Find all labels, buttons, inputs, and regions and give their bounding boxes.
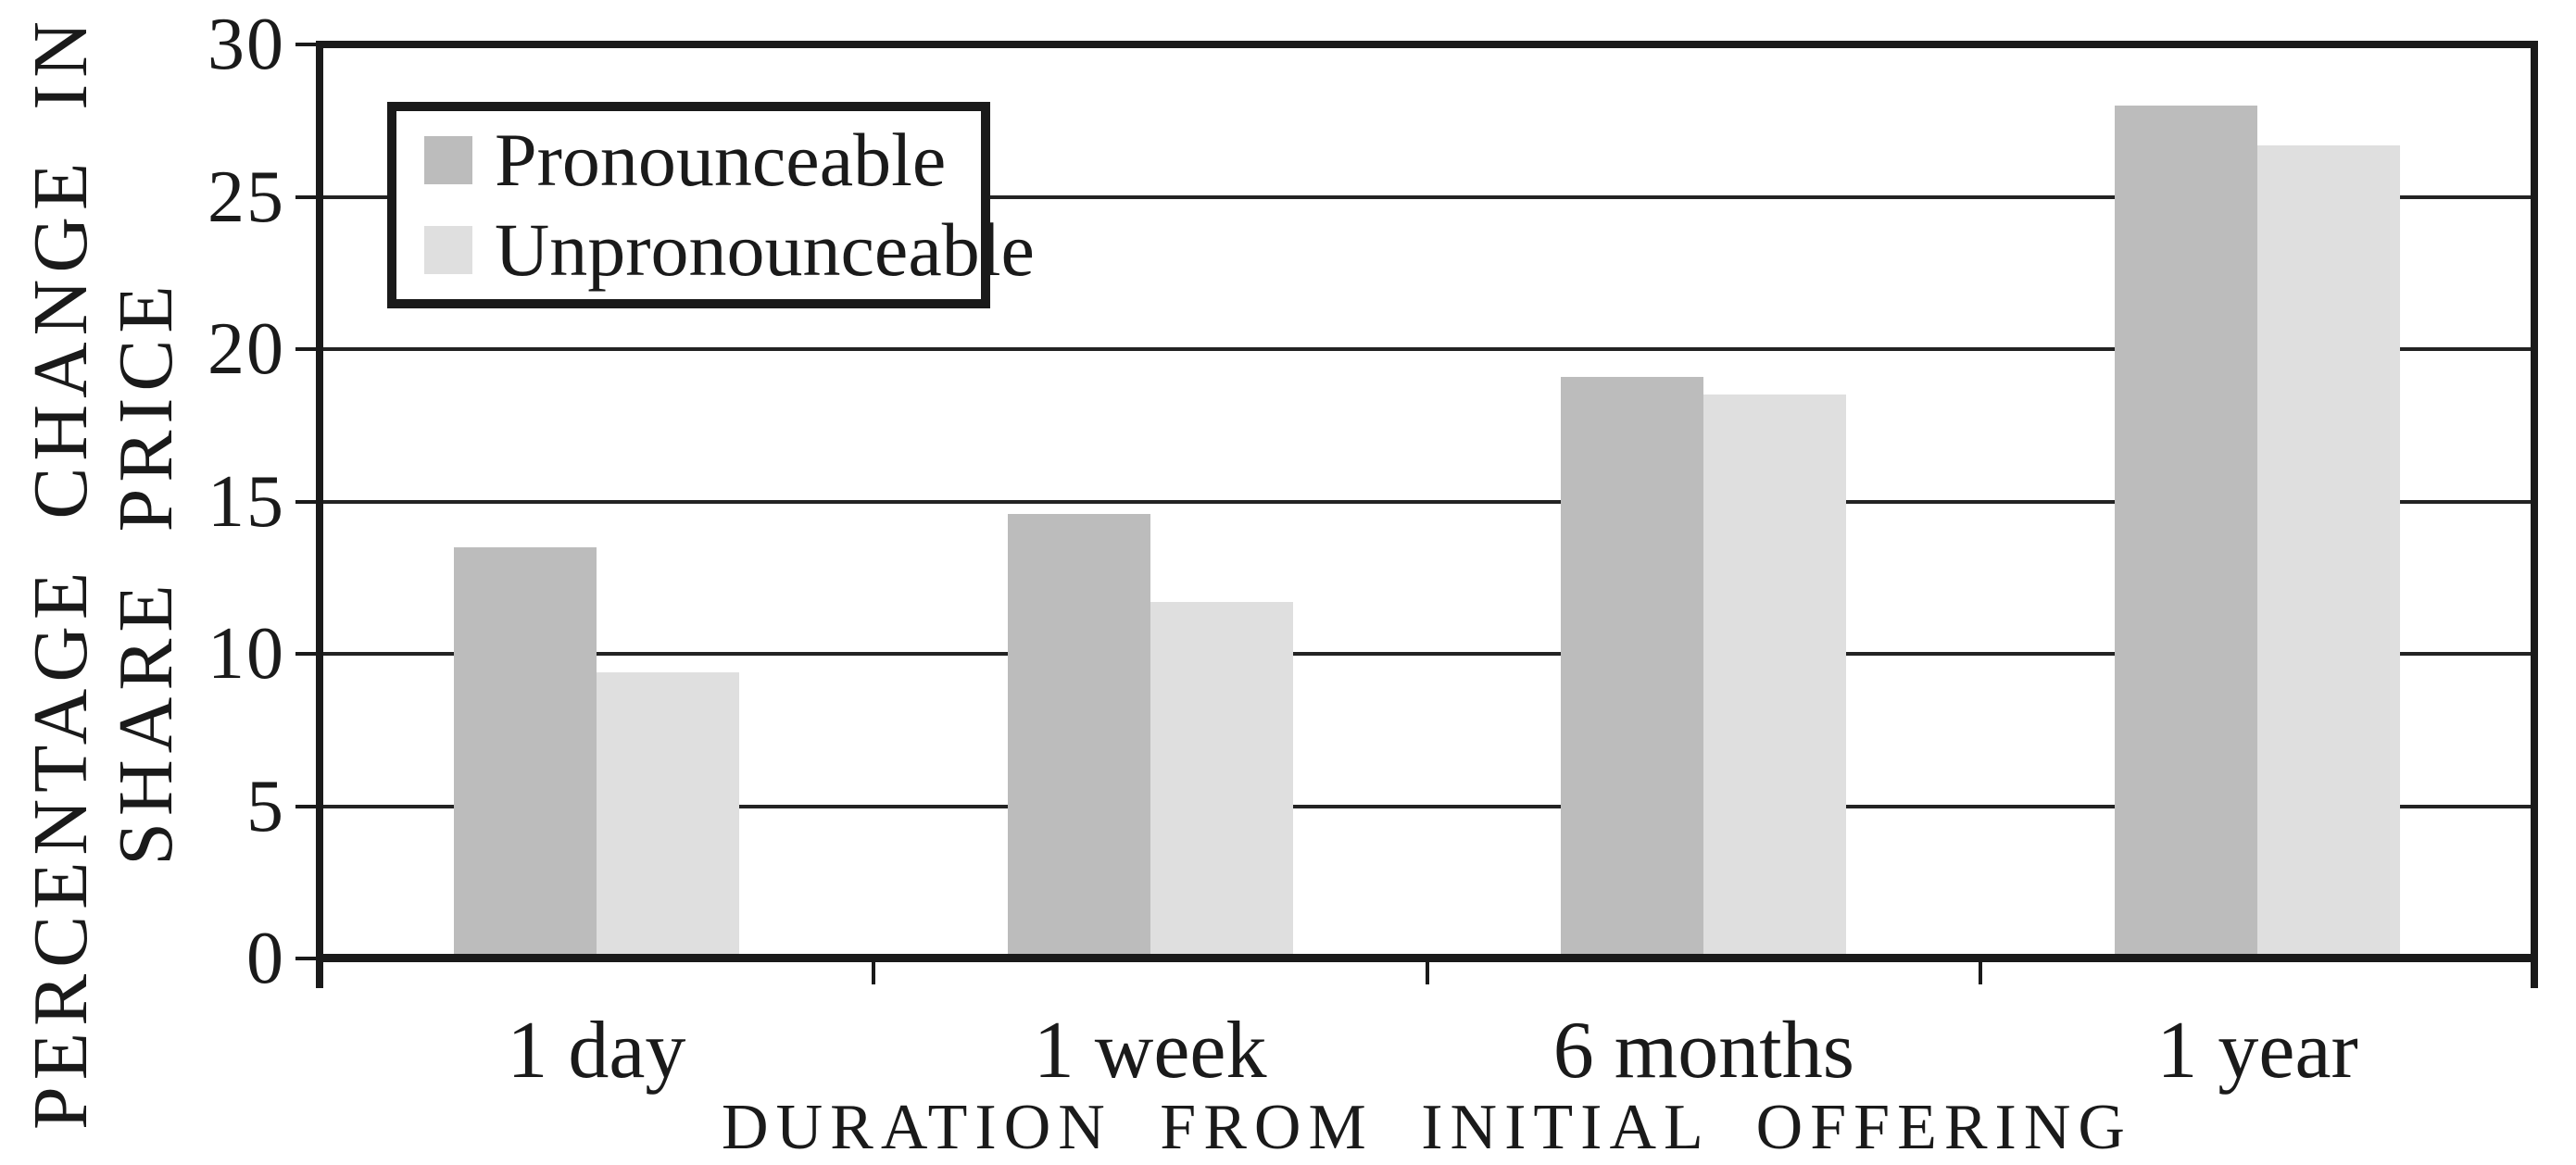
y-axis-line	[316, 41, 323, 988]
bar-pronounceable-1-day	[453, 546, 597, 958]
y-tick-label-15: 15	[207, 460, 285, 543]
y-tick-5	[295, 804, 320, 808]
unpronounceable-swatch-icon	[424, 225, 472, 274]
plot-right-border	[2531, 41, 2538, 988]
legend-row-unpronounceable: Unpronounceable	[424, 209, 1035, 290]
y-tick-0	[295, 957, 320, 960]
x-tick-label-1-year: 1 year	[2156, 1006, 2358, 1096]
legend: Pronounceable Unpronounceable	[387, 102, 1035, 308]
pronounceable-swatch-icon	[424, 136, 472, 185]
x-tick-label-1-day: 1 day	[507, 1006, 686, 1096]
legend-row-pronounceable: Pronounceable	[424, 120, 981, 200]
bar-unpronounceable-1-year	[2257, 144, 2401, 958]
y-tick-20	[295, 347, 320, 351]
y-tick-label-0: 0	[246, 918, 285, 999]
y-tick-10	[295, 652, 320, 656]
gridline-y-25	[320, 194, 2534, 199]
y-tick-15	[295, 499, 320, 504]
x-tick-label-1-week: 1 week	[1033, 1006, 1267, 1096]
x-axis-title: DURATION FROM INITIAL OFFERING	[722, 1092, 2132, 1163]
gridline-y-15	[320, 499, 2534, 504]
y-tick-label-30: 30	[207, 4, 285, 85]
bar-pronounceable-6-months	[1561, 376, 1704, 958]
bar-unpronounceable-6-months	[1703, 395, 1847, 958]
x-tick-label-6-months: 6 months	[1552, 1006, 1854, 1096]
gridline-y-5	[320, 804, 2534, 808]
bar-unpronounceable-1-day	[596, 671, 739, 958]
gridline-y-10	[320, 652, 2534, 656]
bar-pronounceable-1-week	[1007, 513, 1150, 958]
y-tick-25	[295, 194, 320, 199]
legend-label-pronounceable: Pronounceable	[495, 118, 947, 203]
y-tick-label-5: 5	[246, 765, 285, 847]
y-tick-30	[295, 43, 320, 46]
bar-unpronounceable-1-week	[1150, 602, 1293, 958]
plot-top-border	[316, 41, 2538, 48]
x-tick-3	[1979, 958, 1983, 984]
y-tick-label-10: 10	[207, 613, 285, 695]
gridline-y-20	[320, 347, 2534, 351]
x-axis-line	[316, 954, 2538, 962]
bar-pronounceable-1-year	[2115, 105, 2258, 958]
x-tick-1	[871, 958, 875, 984]
y-tick-label-20: 20	[207, 308, 285, 390]
y-tick-label-25: 25	[207, 156, 285, 238]
legend-label-unpronounceable: Unpronounceable	[495, 207, 1035, 292]
x-tick-2	[1425, 958, 1429, 984]
